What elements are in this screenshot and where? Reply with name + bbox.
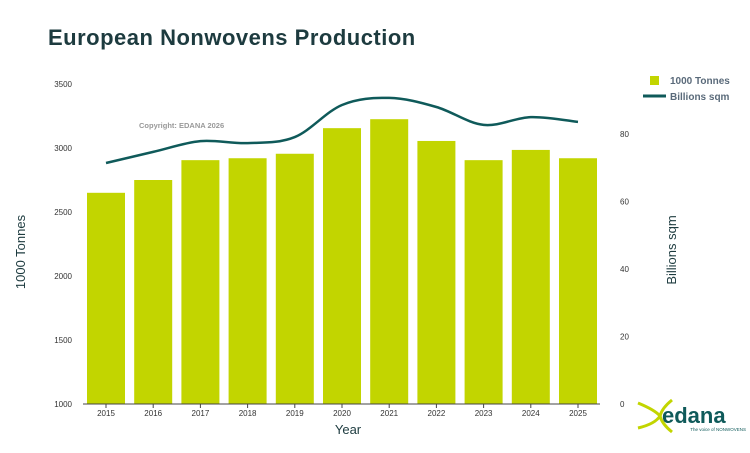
x-tick-label: 2025 bbox=[569, 409, 587, 418]
y-tick-label: 2000 bbox=[54, 272, 72, 281]
bar-2025 bbox=[559, 158, 597, 404]
x-tick-label: 2016 bbox=[144, 409, 162, 418]
bar-2019 bbox=[275, 153, 314, 404]
bar-2022 bbox=[417, 140, 456, 404]
x-tick-label: 2015 bbox=[97, 409, 115, 418]
y2-tick-label: 60 bbox=[620, 198, 629, 207]
bar-2024 bbox=[511, 149, 550, 404]
y-tick-label: 1500 bbox=[54, 336, 72, 345]
bar-2020 bbox=[323, 128, 361, 404]
copyright-annotation: Copyright: EDANA 2026 bbox=[139, 121, 224, 130]
legend: 1000 Tonnes Billions sqm bbox=[643, 76, 730, 103]
x-tick-label: 2019 bbox=[286, 409, 304, 418]
svg-text:The voice of NONWOVENS: The voice of NONWOVENS bbox=[690, 427, 746, 432]
x-tick-label: 2020 bbox=[333, 409, 351, 418]
x-tick-label: 2021 bbox=[380, 409, 398, 418]
x-tick-label: 2023 bbox=[475, 409, 493, 418]
legend-swatch-tonnes bbox=[650, 76, 659, 85]
y2-axis-label: Billions sqm bbox=[664, 215, 679, 284]
chart-title: European Nonwovens Production bbox=[48, 25, 416, 50]
y-tick-label: 3000 bbox=[54, 144, 72, 153]
y2-tick-label: 0 bbox=[620, 400, 625, 409]
x-tick-label: 2018 bbox=[239, 409, 257, 418]
y2-tick-label: 20 bbox=[620, 333, 629, 342]
y-tick-label: 2500 bbox=[54, 208, 72, 217]
x-tick-label: 2017 bbox=[192, 409, 210, 418]
bar-2017 bbox=[181, 160, 220, 404]
bar-2023 bbox=[464, 160, 503, 404]
svg-text:edana: edana bbox=[662, 403, 726, 428]
y-tick-label: 1000 bbox=[54, 400, 72, 409]
bar-2018 bbox=[228, 158, 267, 404]
bar-2021 bbox=[370, 119, 409, 404]
y2-tick-label: 80 bbox=[620, 130, 629, 139]
bar-2016 bbox=[134, 180, 173, 404]
bar-2015 bbox=[87, 192, 125, 404]
y-tick-label: 3500 bbox=[54, 80, 72, 89]
line-billions-sqm bbox=[105, 96, 579, 165]
edana-logo: edana The voice of NONWOVENS bbox=[637, 398, 746, 434]
y2-tick-label: 40 bbox=[620, 265, 629, 274]
x-tick-label: 2024 bbox=[522, 409, 540, 418]
legend-label-sqm: Billions sqm bbox=[670, 92, 730, 103]
y-axis-label: 1000 Tonnes bbox=[13, 214, 28, 289]
x-tick-label: 2022 bbox=[428, 409, 446, 418]
x-axis-label: Year bbox=[335, 422, 362, 437]
legend-label-tonnes: 1000 Tonnes bbox=[670, 76, 730, 87]
